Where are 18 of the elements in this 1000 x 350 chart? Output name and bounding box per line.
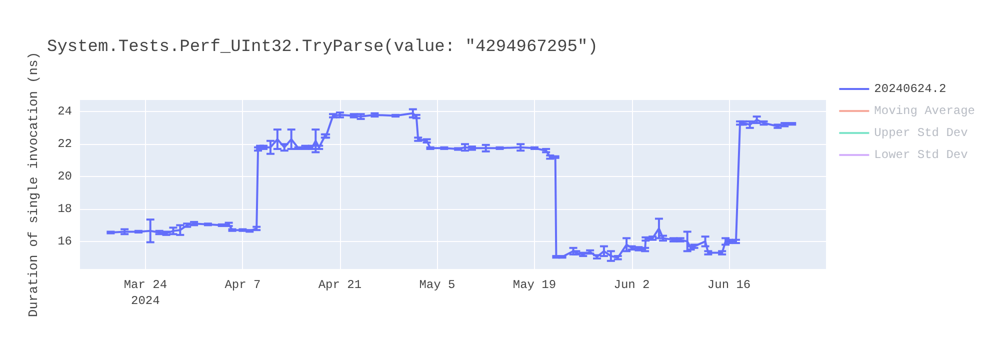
x-tick-label: Jun 16 (707, 278, 751, 292)
y-tick-label: 24 (58, 104, 72, 119)
y-axis-title: Duration of single invocation (ns) (26, 52, 41, 318)
x-tick-label: May 19 (512, 278, 556, 292)
y-tick-label: 22 (58, 137, 72, 152)
y-tick-label: 16 (58, 234, 72, 248)
x-tick-label: Mar 24 2024 (124, 278, 168, 308)
y-tick-label: 18 (58, 202, 72, 216)
chart-title: System.Tests.Perf_UInt32.TryParse(value: "4294967295") (47, 38, 598, 57)
x-tick-label: Apr 7 (224, 278, 261, 292)
x-tick-label: Apr 21 (318, 278, 362, 292)
legend-label: Upper Std Dev (874, 126, 968, 140)
y-tick-label: 20 (58, 170, 72, 184)
x-tick-label: May 5 (419, 278, 456, 292)
legend-label: 20240624.2 (874, 82, 946, 96)
legend-label: Lower Std Dev (874, 148, 968, 162)
legend-label: Moving Average (874, 104, 976, 118)
x-tick-label: Jun 2 (614, 278, 650, 292)
